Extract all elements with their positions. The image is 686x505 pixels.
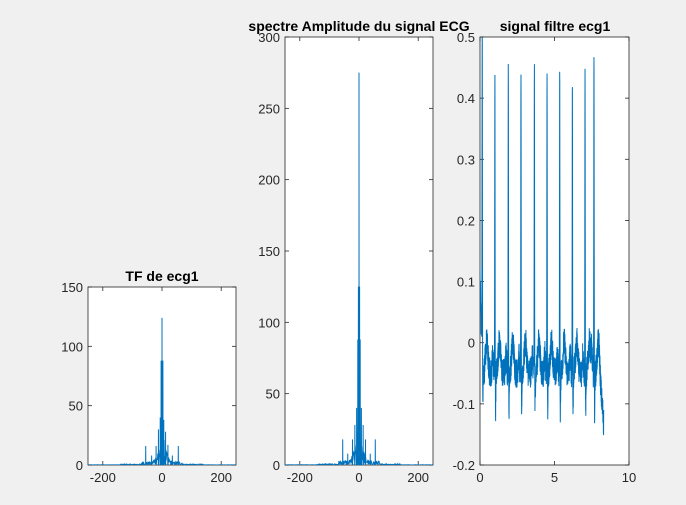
series-line <box>285 72 433 465</box>
y-tick-label: -0.1 <box>453 397 475 412</box>
y-tick-label: 100 <box>258 315 280 330</box>
x-tick-label: -200 <box>90 470 116 485</box>
subplot-tf-ecg1: -200 0 200 0 50 100 150 TF de ecg1 <box>61 268 237 485</box>
axes-frame <box>479 36 630 466</box>
series-line <box>88 317 236 465</box>
y-tick-label: 0 <box>273 458 280 473</box>
chart-title: spectre Amplitude du signal ECG <box>248 18 469 34</box>
subplot-signal-filtre: 0 5 10 -0.2 -0.1 0 0.1 0.2 0.3 0.4 0.5 signal filtr… <box>453 18 637 485</box>
series-line <box>480 37 605 436</box>
x-tick-label: 0 <box>476 470 483 485</box>
y-tick-label: 150 <box>61 280 83 295</box>
y-tick-label: 0.3 <box>457 152 475 167</box>
y-tick-label: -0.2 <box>453 458 475 473</box>
chart-title: TF de ecg1 <box>125 268 198 284</box>
y-tick-label: 50 <box>266 387 280 402</box>
y-tick-label: 0 <box>76 458 83 473</box>
chart-title: signal filtre ecg1 <box>500 18 611 34</box>
y-tick-label: 0.1 <box>457 275 475 290</box>
y-tick-label: 0.2 <box>457 213 475 228</box>
x-tick-label: -200 <box>287 470 313 485</box>
x-tick-label: 200 <box>210 470 232 485</box>
y-tick-label: 100 <box>61 339 83 354</box>
y-tick-label: 200 <box>258 173 280 188</box>
x-tick-label: 200 <box>407 470 429 485</box>
y-tick-label: 300 <box>258 30 280 45</box>
y-tick-label: 150 <box>258 244 280 259</box>
x-tick-label: 0 <box>158 470 165 485</box>
y-tick-label: 0.5 <box>457 30 475 45</box>
y-tick-label: 0.4 <box>457 91 475 106</box>
x-tick-label: 10 <box>622 470 636 485</box>
y-tick-label: 0 <box>468 336 475 351</box>
y-tick-label: 50 <box>69 399 83 414</box>
x-tick-label: 0 <box>355 470 362 485</box>
y-tick-label: 250 <box>258 101 280 116</box>
x-tick-label: 5 <box>551 470 558 485</box>
